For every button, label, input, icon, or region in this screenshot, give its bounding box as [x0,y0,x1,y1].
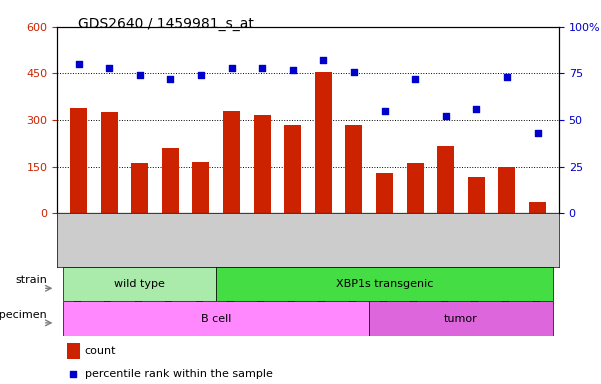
Bar [63,301,369,336]
Point [227,65,236,71]
Point [441,113,451,119]
Point [74,61,84,67]
Point [288,67,297,73]
Bar [376,173,393,213]
Bar [407,164,424,213]
Bar [216,267,553,301]
Point [380,108,389,114]
Text: B cell: B cell [201,314,231,324]
Point [135,72,144,78]
Text: count: count [85,346,116,356]
Bar [223,111,240,213]
Bar [63,267,216,301]
Bar [438,146,454,213]
Text: strain: strain [15,275,47,285]
Text: wild type: wild type [114,279,165,289]
Bar [498,167,515,213]
Point [165,76,175,82]
Text: tumor: tumor [444,314,478,324]
Point [196,72,206,78]
Text: specimen: specimen [0,310,47,319]
Bar [369,301,553,336]
Bar [346,125,362,213]
Bar [468,177,485,213]
Bar [284,125,301,213]
Point [105,65,114,71]
Text: GDS2640 / 1459981_s_at: GDS2640 / 1459981_s_at [78,17,254,31]
Bar [131,162,148,213]
Text: percentile rank within the sample: percentile rank within the sample [85,369,273,379]
Bar [192,162,209,213]
Point [532,130,542,136]
Bar [67,343,80,359]
Bar [529,202,546,213]
Point [410,76,420,82]
Point [502,74,511,80]
Point [449,266,459,272]
Bar [101,112,118,213]
Bar [315,72,332,213]
Bar [70,108,87,213]
Point [472,106,481,112]
Text: XBP1s transgenic: XBP1s transgenic [336,279,433,289]
Point [319,57,328,63]
Bar [254,115,270,213]
Point [349,68,359,74]
Point [257,65,267,71]
Bar [162,148,178,213]
